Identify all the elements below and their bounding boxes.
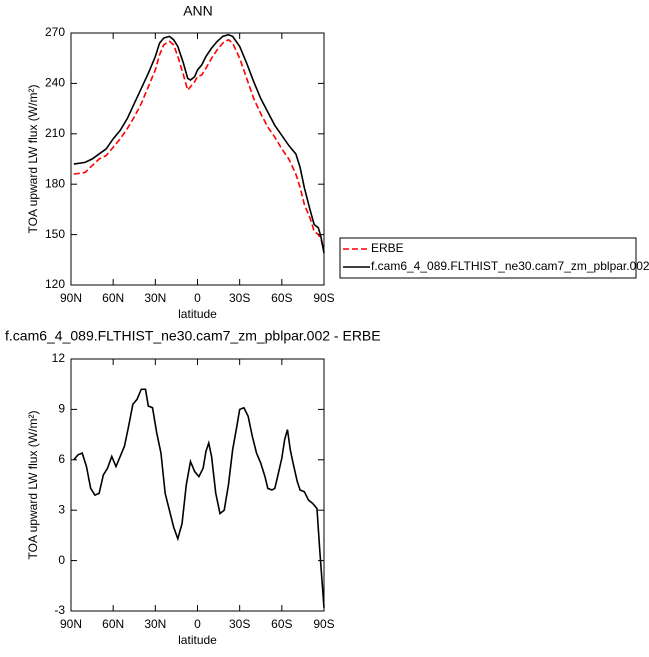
y-tick-label: 9 bbox=[58, 402, 65, 416]
x-tick-label: 0 bbox=[194, 291, 201, 305]
y-tick-label: 210 bbox=[45, 126, 65, 140]
x-tick-label: 30S bbox=[229, 291, 250, 305]
x-axis-label: latitude bbox=[178, 633, 217, 647]
y-axis-label: TOA upward LW flux (W/m²) bbox=[26, 85, 40, 234]
chart-title: f.cam6_4_089.FLTHIST_ne30.cam7_zm_pblpar… bbox=[5, 328, 381, 344]
x-tick-label: 60S bbox=[271, 291, 292, 305]
y-tick-label: 6 bbox=[58, 452, 65, 466]
y-tick-label: 150 bbox=[45, 227, 65, 241]
x-tick-label: 0 bbox=[194, 617, 201, 631]
x-tick-label: 30S bbox=[229, 617, 250, 631]
x-tick-label: 60N bbox=[102, 291, 124, 305]
data-line bbox=[73, 38, 325, 252]
x-axis-label: latitude bbox=[178, 307, 217, 321]
y-tick-label: 270 bbox=[45, 25, 65, 39]
y-axis-label: TOA upward LW flux (W/m²) bbox=[26, 411, 40, 560]
y-tick-label: 180 bbox=[45, 176, 65, 190]
legend-box bbox=[339, 237, 637, 279]
y-tick-label: 12 bbox=[52, 351, 66, 365]
legend-label: ERBE bbox=[371, 241, 404, 255]
y-tick-label: 3 bbox=[58, 502, 65, 516]
y-tick-label: 120 bbox=[45, 277, 65, 291]
x-tick-label: 90N bbox=[60, 617, 82, 631]
chart-title: ANN bbox=[183, 3, 213, 19]
x-tick-label: 60S bbox=[271, 617, 292, 631]
x-tick-label: 90S bbox=[313, 291, 334, 305]
x-tick-label: 90S bbox=[313, 617, 334, 631]
x-tick-label: 60N bbox=[102, 617, 124, 631]
data-line bbox=[73, 33, 325, 254]
data-line bbox=[73, 388, 325, 608]
x-tick-label: 90N bbox=[60, 291, 82, 305]
x-tick-label: 30N bbox=[144, 291, 166, 305]
y-tick-label: -3 bbox=[54, 603, 65, 617]
y-tick-label: 240 bbox=[45, 76, 65, 90]
x-tick-label: 30N bbox=[144, 617, 166, 631]
plot-frame bbox=[70, 358, 325, 612]
legend-label: f.cam6_4_089.FLTHIST_ne30.cam7_zm_pblpar… bbox=[371, 259, 649, 273]
y-tick-label: 0 bbox=[58, 553, 65, 567]
